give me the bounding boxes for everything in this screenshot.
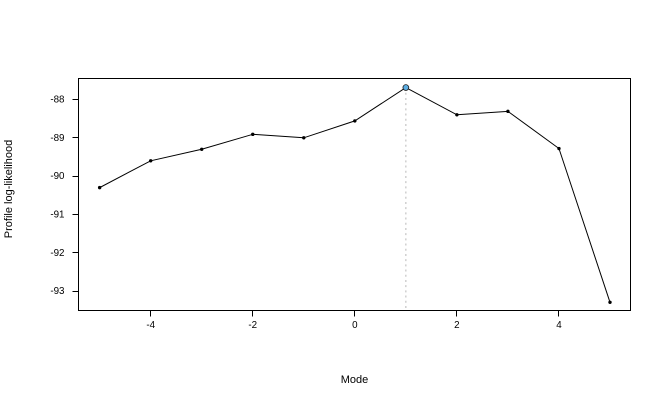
svg-text:-92: -92 [50, 248, 64, 259]
svg-text:2: 2 [454, 320, 459, 331]
svg-text:Profile log-likelihood: Profile log-likelihood [3, 140, 15, 238]
svg-text:4: 4 [556, 320, 562, 331]
svg-text:-4: -4 [146, 320, 155, 331]
svg-text:-88: -88 [50, 94, 65, 105]
svg-text:-93: -93 [50, 286, 65, 297]
svg-text:-91: -91 [50, 210, 64, 221]
svg-text:-2: -2 [248, 320, 257, 331]
svg-text:-90: -90 [50, 171, 65, 182]
svg-text:Mode: Mode [341, 374, 369, 386]
svg-text:0: 0 [352, 320, 358, 331]
svg-text:-89: -89 [50, 133, 64, 144]
